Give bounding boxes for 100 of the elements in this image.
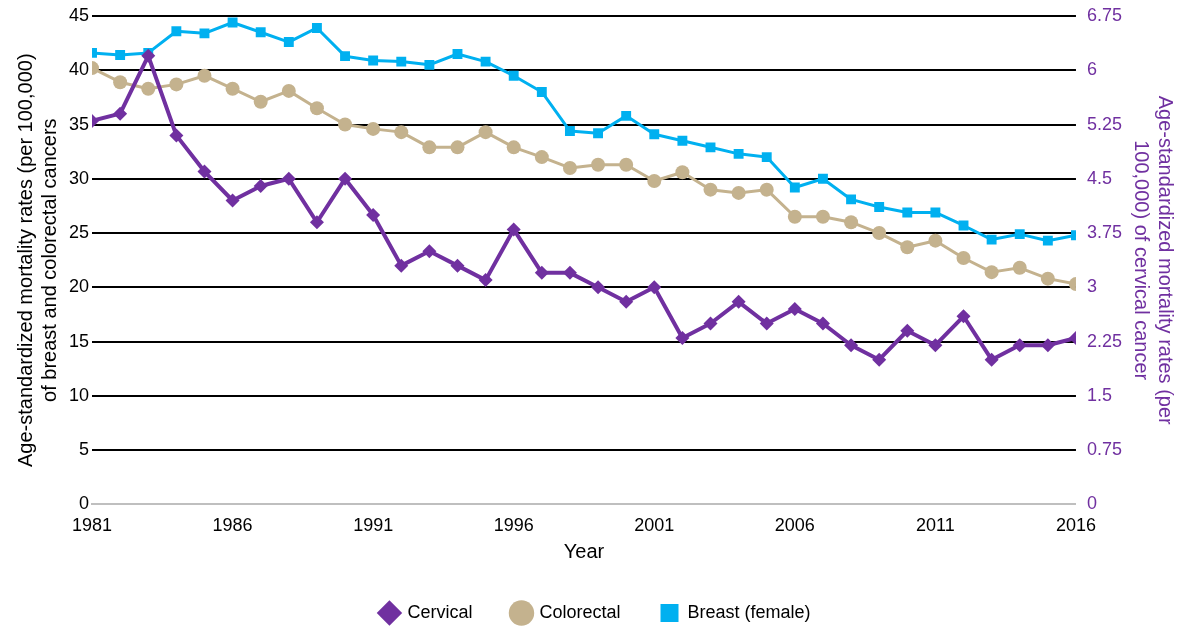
- point: [422, 244, 437, 259]
- point: [309, 215, 324, 230]
- point: [872, 352, 887, 367]
- y-tick-label: 40: [68, 59, 90, 80]
- y-tick-label: 20: [68, 276, 90, 297]
- point: [506, 140, 521, 155]
- y2-tick-label: 4.5: [1086, 167, 1112, 188]
- point: [478, 273, 493, 288]
- point: [227, 17, 238, 28]
- point: [253, 179, 268, 194]
- x-tick-label: 2006: [774, 515, 815, 536]
- point: [366, 121, 381, 136]
- point: [338, 171, 353, 186]
- point: [169, 77, 184, 92]
- point: [281, 83, 296, 98]
- point: [452, 49, 463, 59]
- legend-label: Cervical: [407, 601, 473, 622]
- point: [591, 157, 606, 172]
- point: [562, 160, 577, 175]
- point: [703, 316, 718, 331]
- x-tick-label: 1981: [72, 515, 113, 536]
- y-tick-label: 10: [68, 384, 90, 405]
- point: [1014, 229, 1025, 240]
- point: [872, 226, 887, 241]
- y2-tick-label: 0.75: [1086, 439, 1123, 460]
- legend-label: Breast (female): [687, 601, 811, 622]
- y2-tick-label: 0: [1086, 493, 1097, 514]
- point: [366, 207, 381, 222]
- point: [480, 56, 491, 67]
- point: [761, 152, 772, 163]
- point: [818, 173, 828, 184]
- y-tick-label: 0: [79, 493, 90, 514]
- y2-tick-label: 3.75: [1086, 222, 1123, 243]
- point: [759, 182, 774, 197]
- point: [115, 50, 126, 61]
- x-tick-label: 1996: [493, 515, 534, 536]
- point: [338, 117, 353, 132]
- point: [281, 171, 296, 186]
- y2-tick-label: 6.75: [1086, 4, 1123, 25]
- y2-tick-label: 1.5: [1086, 384, 1112, 405]
- point: [199, 28, 210, 39]
- point: [928, 338, 943, 353]
- point: [450, 140, 465, 155]
- point: [900, 323, 915, 338]
- point: [731, 185, 746, 200]
- point: [506, 222, 521, 237]
- point: [309, 101, 324, 116]
- point: [675, 165, 690, 180]
- point: [394, 125, 409, 140]
- y2-tick-label: 3: [1086, 276, 1097, 297]
- point: [787, 209, 802, 224]
- point: [564, 126, 575, 136]
- point: [675, 330, 690, 345]
- point: [844, 338, 859, 353]
- point: [759, 316, 774, 331]
- point: [619, 294, 634, 309]
- point: [1012, 260, 1027, 275]
- point: [815, 209, 830, 224]
- point: [621, 110, 632, 121]
- point: [647, 280, 662, 295]
- y-tick-label: 15: [68, 330, 90, 351]
- point: [197, 164, 212, 179]
- y-tick-label: 30: [68, 167, 90, 188]
- point: [703, 182, 718, 197]
- point: [956, 309, 971, 324]
- point: [422, 140, 437, 155]
- point: [113, 75, 128, 90]
- point: [368, 55, 379, 66]
- point: [253, 94, 268, 109]
- x-tick-label: 1986: [212, 515, 253, 536]
- point: [534, 150, 549, 165]
- point: [1040, 271, 1055, 286]
- legend-label: Colorectal: [539, 601, 621, 622]
- point: [986, 234, 997, 245]
- x-tick-label: 2011: [916, 515, 955, 536]
- point: [593, 128, 603, 139]
- point: [705, 142, 716, 153]
- point: [141, 81, 156, 96]
- point: [225, 193, 240, 208]
- point: [394, 258, 409, 273]
- point: [169, 128, 184, 143]
- point: [789, 182, 800, 193]
- point: [225, 81, 240, 96]
- point: [1040, 338, 1055, 353]
- point: [677, 135, 688, 146]
- y2-tick-label: 6: [1086, 59, 1097, 80]
- y-tick-label: 25: [68, 222, 90, 243]
- point: [197, 68, 212, 83]
- point: [900, 240, 915, 255]
- point: [424, 59, 435, 70]
- y-tick-label: 5: [79, 439, 90, 460]
- point: [141, 48, 156, 63]
- point: [844, 215, 859, 230]
- y2-tick-label: 5.25: [1086, 113, 1123, 134]
- point: [956, 251, 971, 266]
- point: [647, 173, 662, 188]
- y-axis-title: Age-standardized mortality rates (per 100,000) of breast and colorectal cancers: [13, 53, 60, 467]
- x-axis-title: Year: [563, 539, 605, 562]
- x-tick-label: 2016: [1055, 515, 1096, 536]
- point: [928, 233, 943, 248]
